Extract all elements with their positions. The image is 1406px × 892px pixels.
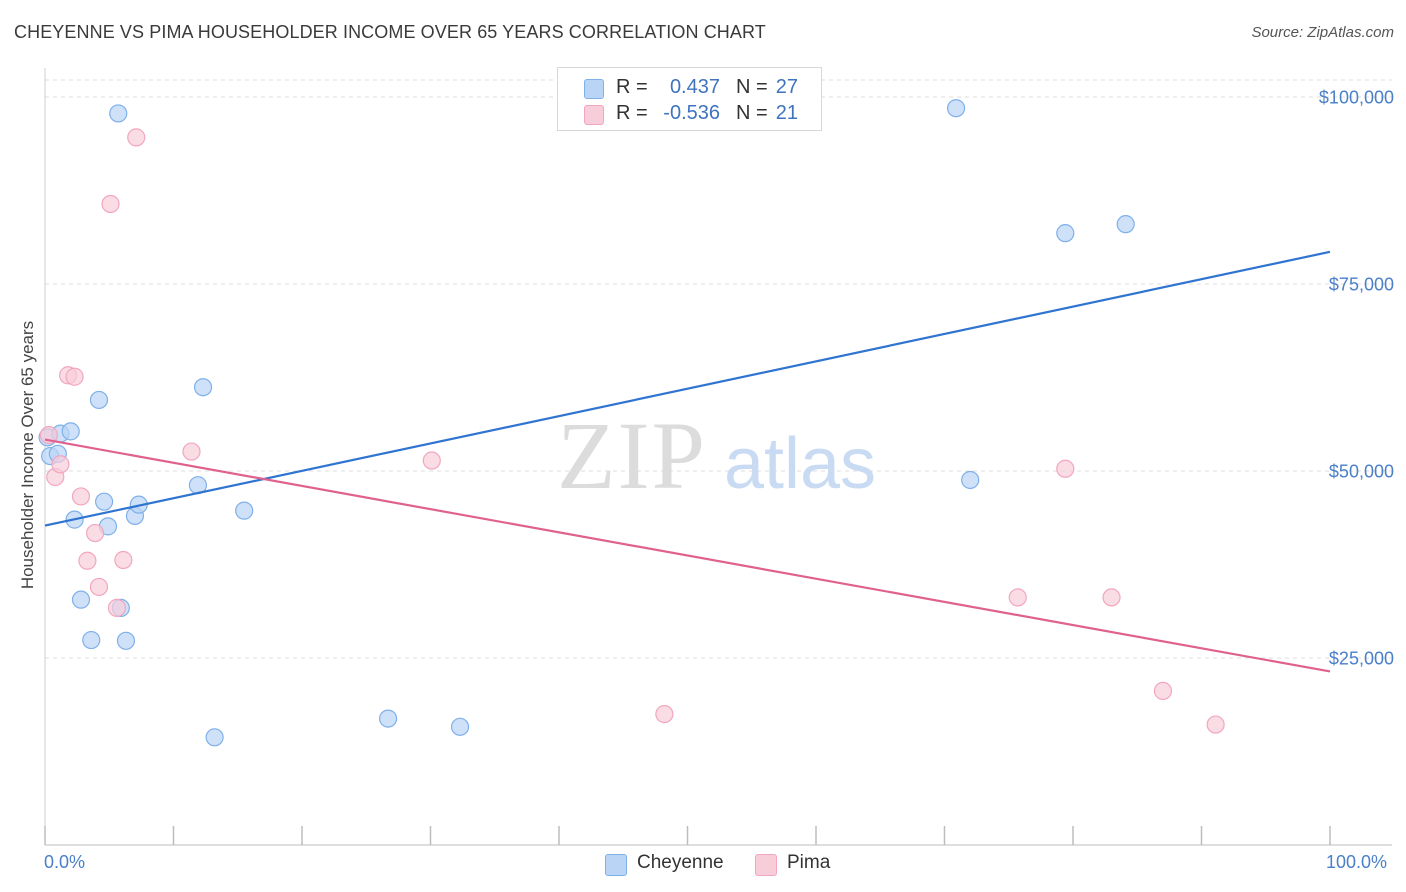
pima-point: [78, 551, 97, 570]
pima-point: [422, 451, 441, 470]
legend-row-pima: R = -0.536 N = 21: [558, 102, 821, 128]
pima-point: [51, 455, 70, 474]
pima-point: [1008, 588, 1027, 607]
pima-point: [101, 194, 120, 214]
cheyenne-point: [235, 501, 254, 520]
pima-r-value: -0.536: [663, 102, 720, 124]
cheyenne-point: [116, 631, 136, 650]
n-label: N =: [736, 76, 768, 98]
n-label: N =: [736, 102, 768, 124]
legend-row-cheyenne: R = 0.437 N = 27: [558, 76, 821, 102]
cheyenne-point: [95, 492, 114, 511]
r-label: R =: [616, 76, 648, 98]
cheyenne-legend-label: Cheyenne: [637, 852, 724, 873]
cheyenne-point: [193, 378, 213, 397]
cheyenne-swatch: [584, 79, 604, 99]
cheyenne-point: [450, 717, 470, 736]
pima-swatch: [584, 105, 604, 125]
cheyenne-point: [82, 630, 101, 650]
cheyenne-point: [1056, 224, 1075, 243]
pima-point: [107, 598, 127, 617]
cheyenne-point: [1116, 215, 1135, 234]
pima-point: [655, 704, 674, 724]
cheyenne-point: [946, 99, 966, 118]
pima-trend-line: [44, 438, 1331, 673]
cheyenne-point: [89, 390, 109, 410]
pima-point: [71, 487, 91, 506]
x-tick-label-max: 100.0%: [1326, 852, 1388, 872]
cheyenne-point: [205, 728, 224, 747]
pima-point: [65, 367, 84, 386]
x-tick-label-min: 0.0%: [44, 852, 86, 872]
cheyenne-r-value: 0.437: [669, 76, 720, 98]
chart-source: Source: ZipAtlas.com: [1251, 24, 1394, 41]
pima-point: [1056, 459, 1075, 478]
y-tick-label: $50,000: [1328, 461, 1394, 482]
pima-point: [1102, 588, 1121, 607]
pima-point: [39, 425, 58, 445]
cheyenne-n-value: 27: [775, 76, 798, 98]
r-label: R =: [616, 102, 648, 124]
pima-point: [86, 523, 105, 543]
cheyenne-trend-line: [44, 250, 1331, 527]
pima-point: [114, 550, 133, 570]
cheyenne-point: [378, 709, 398, 728]
cheyenne-point: [109, 104, 128, 123]
cheyenne-point: [71, 590, 91, 609]
chart-title: CHEYENNE VS PIMA HOUSEHOLDER INCOME OVER…: [14, 22, 766, 42]
cheyenne-point: [961, 470, 980, 490]
pima-legend-label: Pima: [787, 852, 831, 873]
pima-point: [1153, 681, 1173, 701]
cheyenne-legend-swatch: [605, 854, 627, 876]
y-tick-label: $75,000: [1328, 274, 1394, 295]
y-tick-label: $25,000: [1328, 648, 1394, 669]
stats-legend: R = 0.437 N = 27 R = -0.536 N = 21: [557, 67, 822, 131]
pima-n-value: 21: [775, 102, 798, 124]
watermark-atlas: atlas: [724, 424, 876, 504]
pima-legend-swatch: [755, 854, 777, 876]
pima-point: [1206, 715, 1225, 734]
pima-point: [182, 442, 201, 461]
pima-point: [89, 577, 109, 597]
pima-point: [127, 128, 146, 147]
watermark-zip: ZIP: [557, 402, 707, 509]
y-tick-label: $100,000: [1318, 87, 1394, 108]
cheyenne-point: [61, 422, 80, 441]
